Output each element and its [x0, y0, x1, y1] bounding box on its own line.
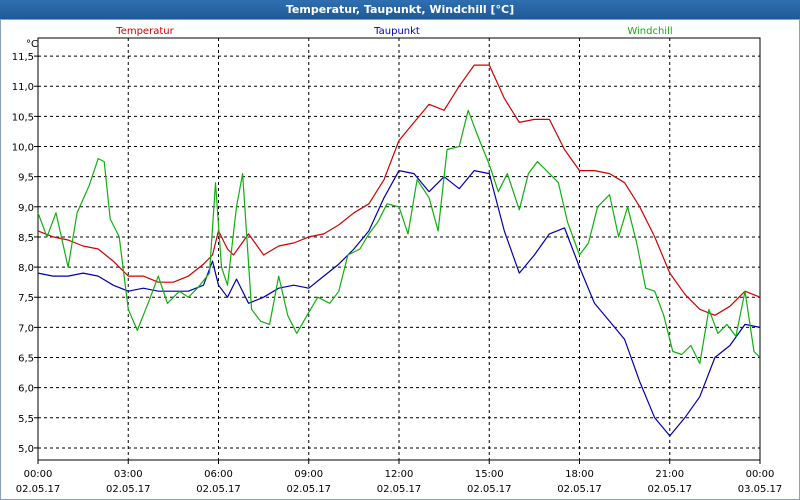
x-tick-date-label: 03.05.17: [738, 484, 783, 495]
y-unit-label: °C: [26, 39, 38, 50]
x-tick-time-label: 06:00: [204, 469, 233, 480]
x-tick-date-label: 02.05.17: [467, 484, 512, 495]
x-tick-time-label: 00:00: [24, 469, 53, 480]
x-tick-time-label: 15:00: [475, 469, 504, 480]
y-tick-label: 9,0: [18, 203, 34, 214]
x-tick-date-label: 02.05.17: [196, 484, 241, 495]
legend-windchill: Windchill: [627, 26, 672, 37]
y-tick-label: 8,0: [18, 263, 34, 274]
x-tick-date-label: 02.05.17: [106, 484, 151, 495]
x-tick-time-label: 21:00: [655, 469, 684, 480]
x-tick-time-label: 09:00: [294, 469, 323, 480]
y-tick-label: 7,0: [18, 323, 34, 334]
y-tick-label: 5,0: [18, 444, 34, 455]
x-tick-date-label: 02.05.17: [286, 484, 331, 495]
x-tick-date-label: 02.05.17: [377, 484, 422, 495]
y-tick-label: 6,0: [18, 384, 34, 395]
y-tick-label: 11,0: [12, 82, 34, 93]
y-tick-label: 10,5: [12, 112, 34, 123]
y-tick-label: 8,5: [18, 233, 34, 244]
x-tick-time-label: 00:00: [746, 469, 775, 480]
x-tick-time-label: 12:00: [385, 469, 414, 480]
window-title: Temperatur, Taupunkt, Windchill [°C]: [0, 0, 800, 19]
x-tick-date-label: 02.05.17: [16, 484, 61, 495]
x-tick-time-label: 18:00: [565, 469, 594, 480]
y-tick-label: 5,5: [18, 414, 34, 425]
y-tick-label: 11,5: [12, 52, 34, 63]
y-tick-label: 9,5: [18, 173, 34, 184]
legend-taupunkt: Taupunkt: [373, 26, 420, 37]
y-tick-label: 6,5: [18, 354, 34, 365]
y-tick-label: 10,0: [12, 143, 34, 154]
x-tick-date-label: 02.05.17: [557, 484, 602, 495]
series-line-temperatur: [37, 64, 761, 316]
legend-temperatur: Temperatur: [115, 26, 174, 37]
x-tick-time-label: 03:00: [114, 469, 143, 480]
series-line-windchill: [37, 109, 761, 365]
y-tick-label: 7,5: [18, 293, 34, 304]
x-tick-date-label: 02.05.17: [647, 484, 692, 495]
